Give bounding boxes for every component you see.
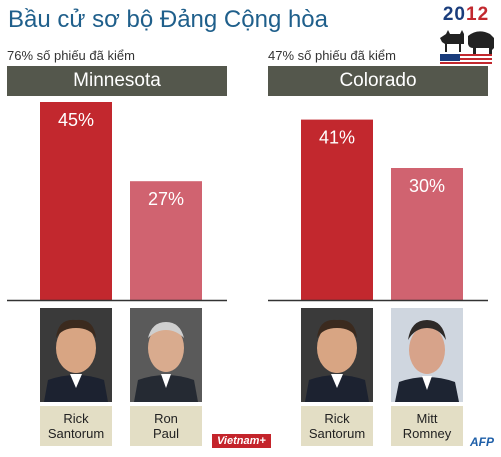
logo-year: 2012 — [442, 4, 490, 25]
candidate-name-paul: Ron Paul — [130, 406, 202, 446]
candidate-name-santorum: Rick Santorum — [301, 406, 373, 446]
vietnamplus-logo: Vietnam+ — [212, 434, 271, 448]
afp-logo: AFP — [470, 435, 494, 449]
romney-photo — [391, 308, 463, 402]
page-title: Bầu cử sơ bộ Đảng Cộng hòa — [8, 6, 329, 33]
donkey-elephant-flag-icon — [440, 30, 494, 66]
santorum-photo — [301, 308, 373, 402]
state-name: Minnesota — [7, 66, 227, 96]
santorum-photo — [40, 308, 112, 402]
colorado-panel: 47% số phiếu đã kiểm Colorado 41% 30% Ric… — [268, 48, 488, 453]
candidate-name-romney: Mitt Romney — [391, 406, 463, 446]
bar-value-label: 30% — [409, 176, 445, 196]
reporting-label: 76% số phiếu đã kiểm — [7, 48, 135, 63]
bar-value-label: 45% — [58, 110, 94, 130]
bar-value-label: 27% — [148, 189, 184, 209]
state-name: Colorado — [268, 66, 488, 96]
bar-chart-minnesota: 45% 27% — [7, 102, 227, 302]
paul-photo — [130, 308, 202, 402]
candidate-name-santorum: Rick Santorum — [40, 406, 112, 446]
bar-ron-paul — [130, 181, 202, 300]
bar-chart-colorado: 41% 30% — [268, 119, 488, 302]
minnesota-panel: 76% số phiếu đã kiểm Minnesota 45% 27% Ri… — [7, 48, 227, 453]
bar-rick-santorum — [40, 102, 112, 300]
bar-mitt-romney — [391, 168, 463, 300]
bar-value-label: 41% — [319, 128, 355, 148]
reporting-label: 47% số phiếu đã kiểm — [268, 48, 396, 63]
bar-rick-santorum — [301, 119, 373, 300]
election-2012-logo: 2012 — [434, 4, 498, 66]
